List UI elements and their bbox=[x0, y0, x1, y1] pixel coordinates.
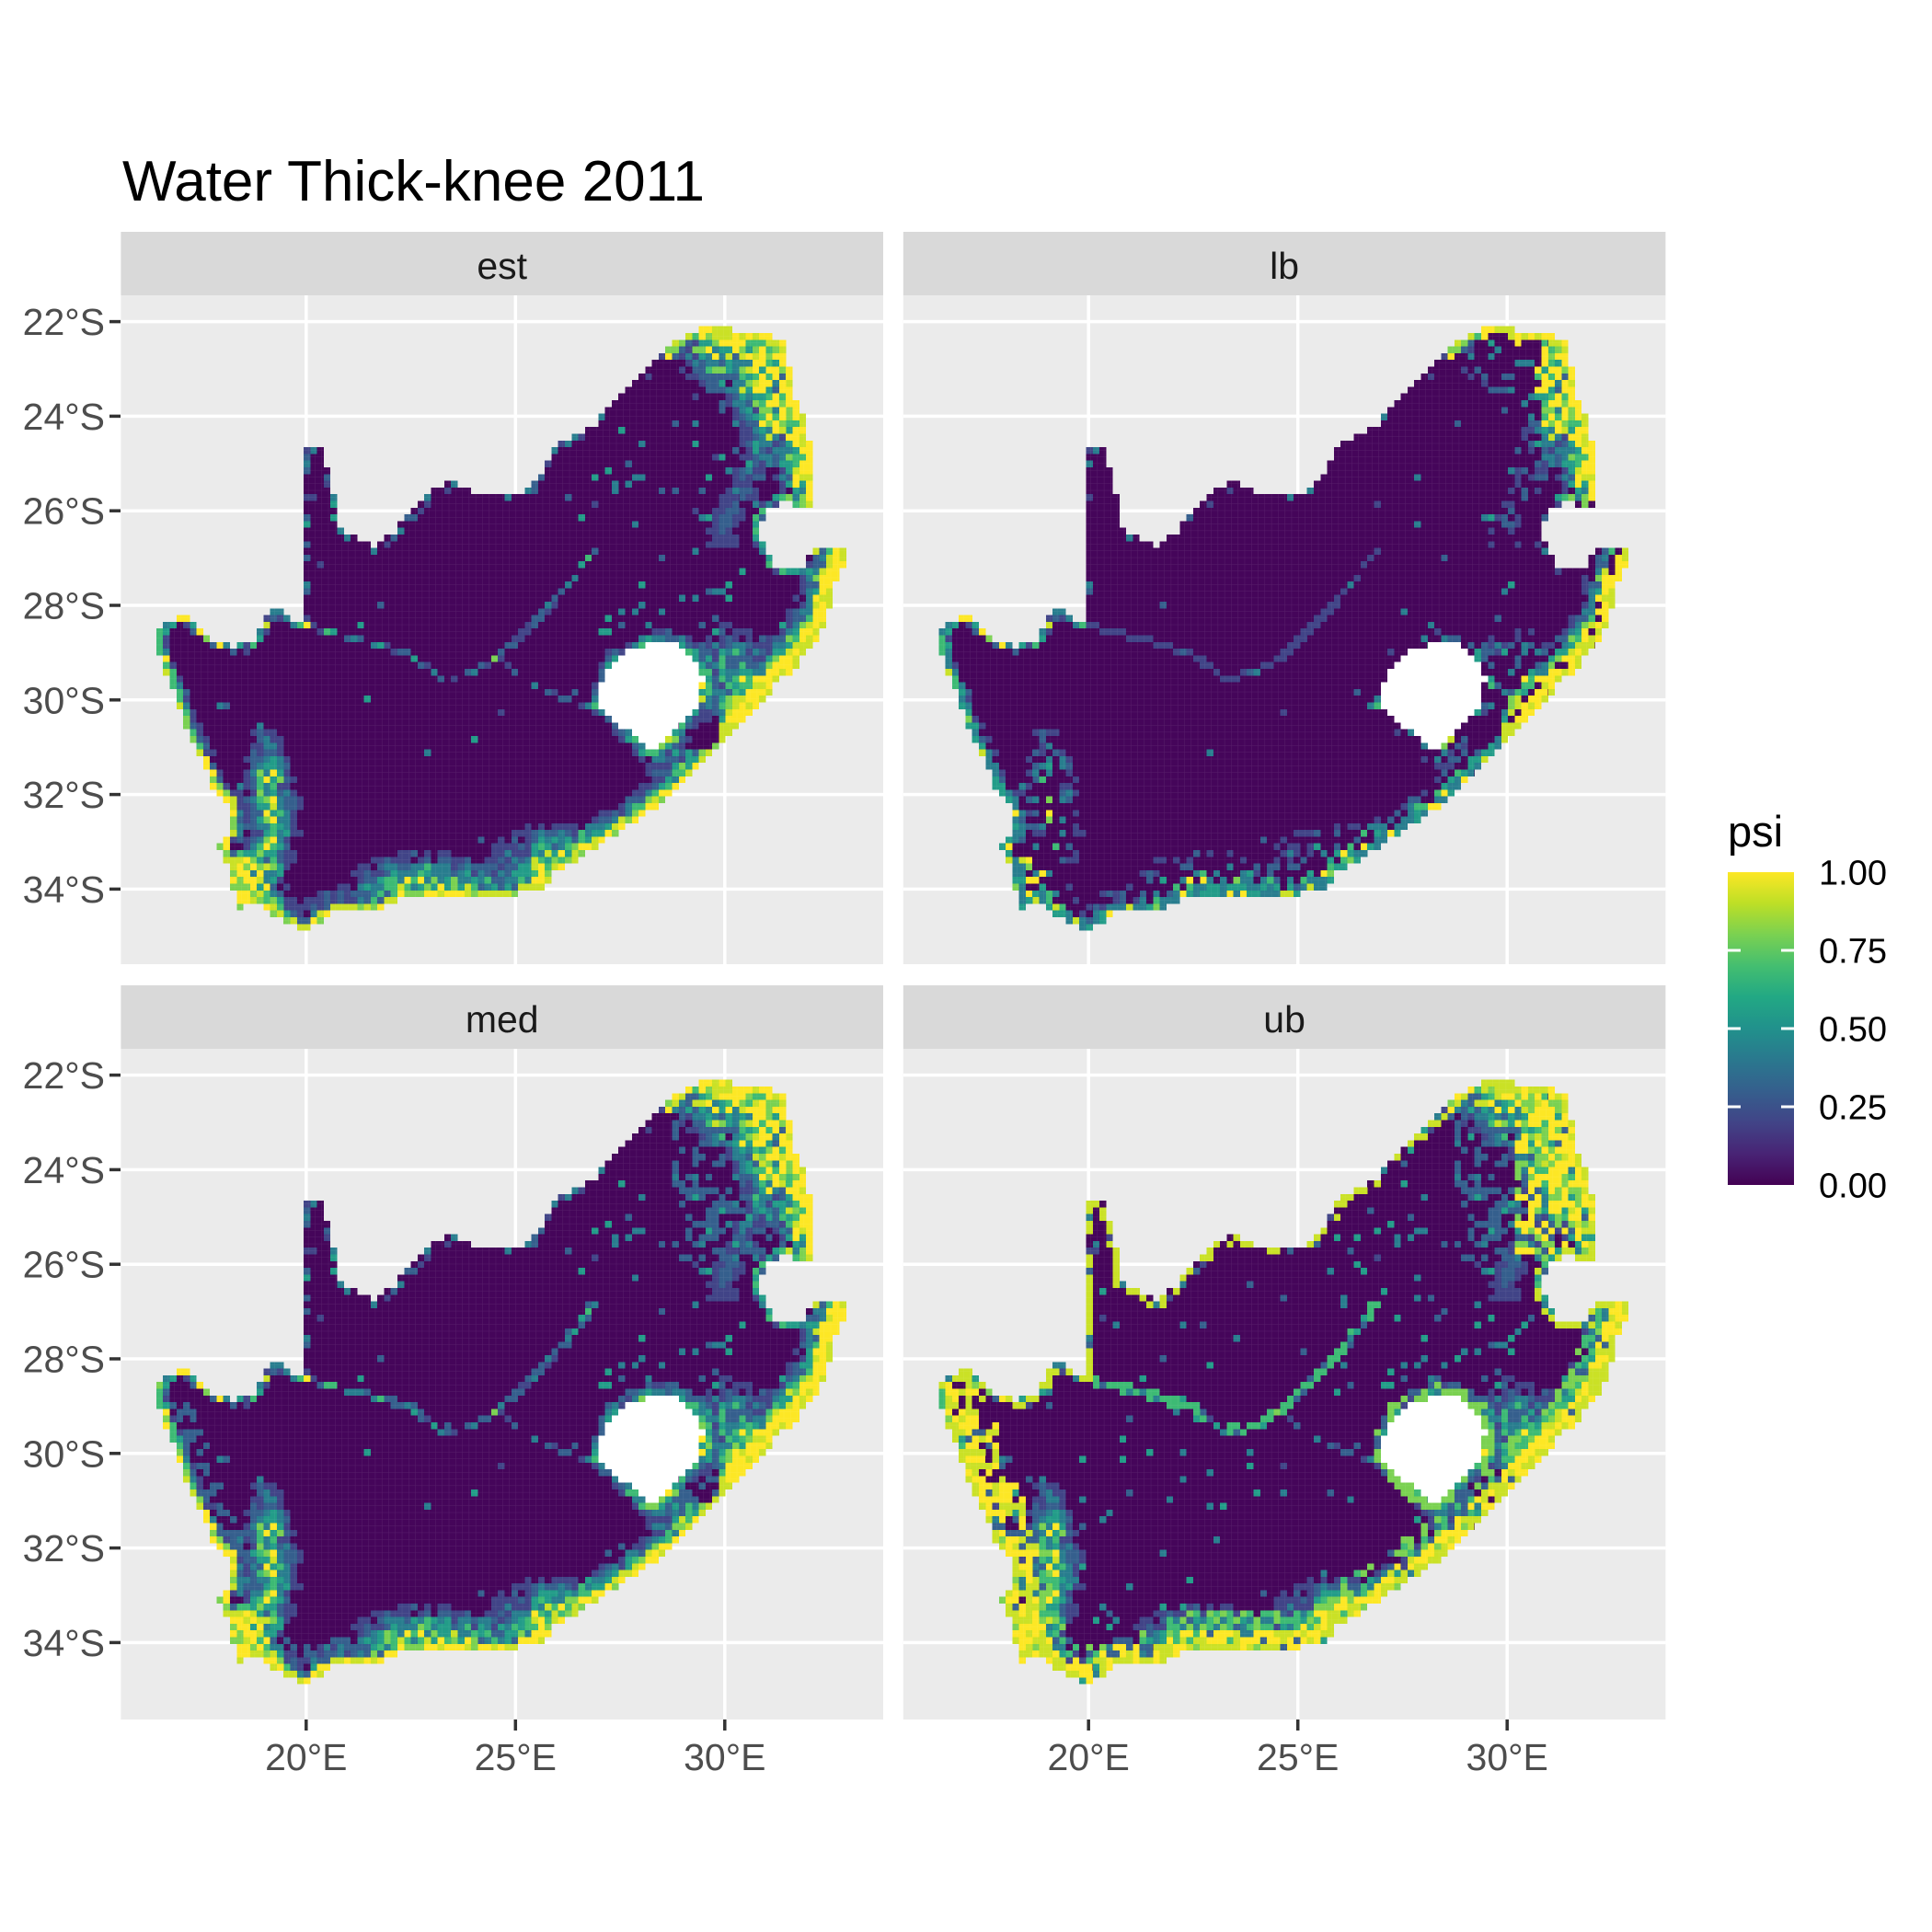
svg-text:ub: ub bbox=[1263, 998, 1305, 1041]
svg-text:30°S: 30°S bbox=[23, 679, 105, 721]
svg-text:28°S: 28°S bbox=[23, 585, 105, 627]
svg-text:0.25: 0.25 bbox=[1819, 1089, 1887, 1128]
svg-text:22°S: 22°S bbox=[23, 1054, 105, 1097]
svg-text:est: est bbox=[477, 245, 527, 287]
svg-text:32°S: 32°S bbox=[23, 1527, 105, 1570]
svg-text:30°E: 30°E bbox=[684, 1736, 765, 1778]
svg-text:1.00: 1.00 bbox=[1819, 855, 1887, 893]
svg-text:Water Thick-knee 2011: Water Thick-knee 2011 bbox=[122, 150, 705, 213]
svg-text:20°E: 20°E bbox=[265, 1736, 347, 1778]
svg-text:0.50: 0.50 bbox=[1819, 1011, 1887, 1050]
svg-text:24°S: 24°S bbox=[23, 1149, 105, 1191]
svg-text:34°S: 34°S bbox=[23, 1622, 105, 1664]
svg-text:28°S: 28°S bbox=[23, 1339, 105, 1381]
svg-text:24°S: 24°S bbox=[23, 396, 105, 438]
svg-text:26°S: 26°S bbox=[23, 1244, 105, 1286]
svg-text:25°E: 25°E bbox=[475, 1736, 557, 1778]
svg-text:30°S: 30°S bbox=[23, 1432, 105, 1475]
svg-text:0.75: 0.75 bbox=[1819, 933, 1887, 972]
svg-text:lb: lb bbox=[1270, 245, 1299, 287]
svg-text:30°E: 30°E bbox=[1466, 1736, 1548, 1778]
svg-text:20°E: 20°E bbox=[1048, 1736, 1130, 1778]
svg-text:26°S: 26°S bbox=[23, 490, 105, 533]
svg-text:34°S: 34°S bbox=[23, 868, 105, 911]
svg-text:22°S: 22°S bbox=[23, 301, 105, 343]
svg-text:25°E: 25°E bbox=[1257, 1736, 1339, 1778]
svg-text:32°S: 32°S bbox=[23, 774, 105, 816]
svg-text:0.00: 0.00 bbox=[1819, 1167, 1887, 1206]
svg-text:med: med bbox=[466, 998, 539, 1041]
svg-text:psi: psi bbox=[1728, 807, 1783, 856]
